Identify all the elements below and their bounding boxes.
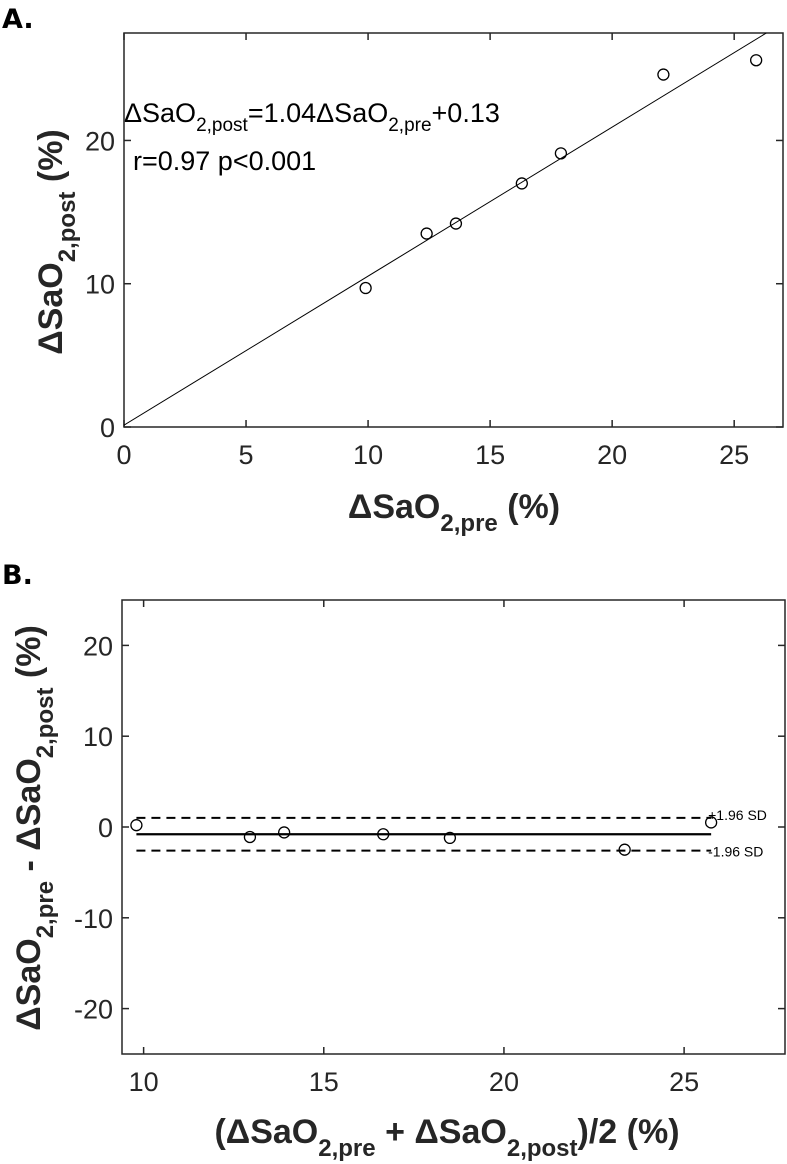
panel-b-data-point bbox=[377, 828, 390, 841]
panel-b-ticks: 10 15 20 25 -20 -10 0 10 20 bbox=[74, 600, 785, 1097]
panel-a-data-point bbox=[750, 54, 763, 67]
panel-b-axes-box bbox=[121, 599, 786, 1055]
panel-b: B. 10 15 20 25 -20 -10 0 10 20 +1.96 SD -1.96 SD… bbox=[2, 560, 786, 1162]
panel-b-y-tick-label: -10 bbox=[74, 904, 113, 934]
panel-a-equation: ΔSaO2,post=1.04ΔSaO2,pre+0.13 bbox=[124, 98, 500, 136]
panel-b-x-axis-label: (ΔSaO2,pre + ΔSaO2,post)/2 (%) bbox=[214, 1113, 679, 1162]
panel-a-data-point bbox=[657, 68, 670, 81]
panel-b-data-point bbox=[130, 819, 143, 832]
panel-a-ticks: 0 5 10 15 20 25 0 10 20 bbox=[85, 33, 783, 470]
panel-a-x-tick-label: 20 bbox=[597, 440, 627, 470]
panel-a-y-tick-label: 20 bbox=[85, 126, 115, 156]
panel-a-y-tick-label: 0 bbox=[100, 413, 115, 443]
panel-a-x-tick-label: 0 bbox=[116, 440, 131, 470]
panel-a-y-axis-label: ΔSaO2,post (%) bbox=[32, 129, 81, 355]
panel-a-data-point bbox=[554, 147, 568, 160]
panel-a-data-point bbox=[515, 177, 528, 190]
panel-b-y-tick-label: 20 bbox=[83, 631, 113, 661]
panel-a-x-tick-label: 10 bbox=[353, 440, 383, 470]
panel-a-x-tick-label: 5 bbox=[239, 440, 254, 470]
panel-b-lower-limit-label: -1.96 SD bbox=[708, 844, 763, 860]
panel-a-x-tick-label: 25 bbox=[719, 440, 749, 470]
panel-b-data-point bbox=[704, 816, 718, 829]
panel-b-label: B. bbox=[2, 560, 33, 591]
panel-a-points bbox=[359, 54, 763, 295]
panel-b-data-point bbox=[443, 831, 457, 845]
panel-b-x-tick-label: 20 bbox=[489, 1067, 519, 1097]
panel-a-y-tick-label: 10 bbox=[85, 270, 115, 300]
panel-b-y-axis-label: ΔSaO2,pre - ΔSaO2,post (%) bbox=[10, 625, 59, 1031]
panel-b-reference-lines bbox=[136, 816, 712, 852]
panel-a-x-tick-label: 15 bbox=[475, 440, 505, 470]
panel-b-points bbox=[130, 816, 718, 856]
panel-b-data-point bbox=[618, 843, 631, 856]
panel-a-stats: r=0.97 p<0.001 bbox=[133, 146, 316, 176]
panel-b-y-tick-label: 0 bbox=[98, 813, 113, 843]
panel-b-x-tick-label: 10 bbox=[129, 1067, 159, 1097]
panel-b-x-tick-label: 25 bbox=[669, 1067, 699, 1097]
panel-b-y-tick-label: -20 bbox=[74, 995, 113, 1025]
panel-a-data-point bbox=[420, 227, 433, 240]
panel-b-x-tick-label: 15 bbox=[309, 1067, 339, 1097]
panel-b-data-point bbox=[243, 830, 257, 844]
panel-a-axes-box bbox=[123, 32, 784, 428]
panel-a-data-point bbox=[449, 217, 463, 230]
panel-a-x-axis-label: ΔSaO2,pre (%) bbox=[348, 488, 560, 537]
panel-a-label: A. bbox=[2, 4, 34, 35]
panel-a: A. 0 5 10 15 20 25 0 10 20 ΔSaO2,post=1.04ΔSaO2,… bbox=[2, 4, 784, 537]
panel-b-upper-limit-label: +1.96 SD bbox=[708, 807, 767, 823]
panel-b-data-point bbox=[277, 826, 291, 839]
panel-b-y-tick-label: 10 bbox=[83, 722, 113, 752]
panel-a-regression-line bbox=[123, 32, 767, 426]
panel-a-data-point bbox=[359, 281, 372, 295]
